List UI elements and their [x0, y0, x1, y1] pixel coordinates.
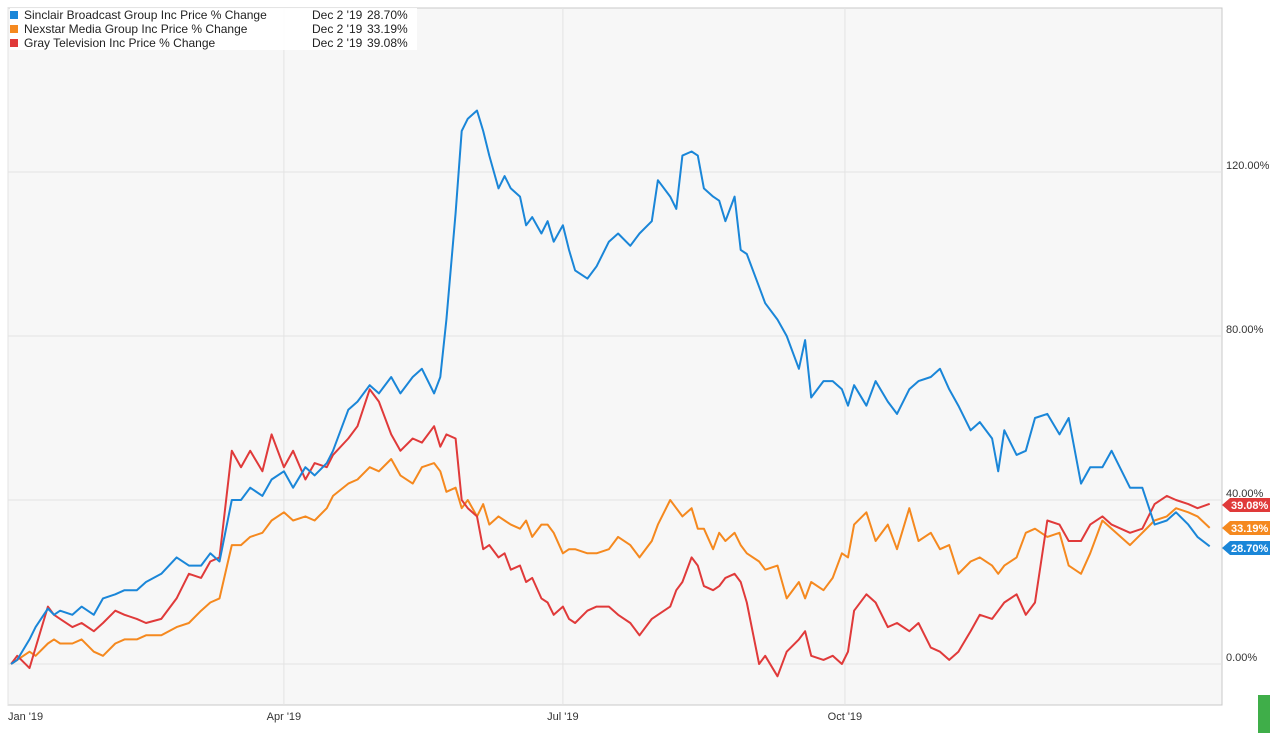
legend-row-nexstar[interactable]: Nexstar Media Group Inc Price % Change D…: [10, 22, 417, 36]
y-tick-label: 80.00%: [1226, 324, 1264, 336]
end-label-nexstar: 33.19%: [1222, 521, 1270, 535]
legend-row-sinclair[interactable]: Sinclair Broadcast Group Inc Price % Cha…: [10, 8, 417, 22]
end-label-bg: [1222, 541, 1270, 555]
legend-value: 39.08%: [367, 36, 408, 50]
end-label-text: 33.19%: [1231, 523, 1269, 535]
series-line-sinclair: [10, 109, 1211, 665]
y-tick-label: 40.00%: [1226, 488, 1264, 500]
legend-date: Dec 2 '19: [312, 36, 363, 50]
y-tick-label: 120.00%: [1226, 160, 1270, 172]
end-value-labels: 39.08% 33.19% 28.70%: [1222, 498, 1270, 555]
legend-date: Dec 2 '19: [312, 22, 363, 36]
legend-series-name: Sinclair Broadcast Group Inc Price % Cha…: [24, 8, 267, 22]
scroll-handle[interactable]: [1258, 695, 1270, 733]
y-tick-label: 0.00%: [1226, 652, 1257, 664]
legend-series-name: Gray Television Inc Price % Change: [24, 36, 216, 50]
series-line-gray: [10, 388, 1211, 678]
end-label-text: 28.70%: [1231, 543, 1269, 555]
series-line-nexstar: [10, 458, 1211, 665]
end-label-gray: 39.08%: [1222, 498, 1270, 512]
legend-swatch: [10, 11, 18, 19]
legend-value: 33.19%: [367, 22, 408, 36]
plot-background: [7, 7, 1223, 706]
x-tick-label: Jan '19: [8, 711, 43, 723]
y-axis-labels: 0.00% 40.00% 80.00% 120.00%: [1226, 160, 1270, 664]
legend-swatch: [10, 25, 18, 33]
gridlines: [7, 8, 1222, 705]
x-tick-label: Jul '19: [547, 711, 578, 723]
series-lines: [10, 109, 1211, 678]
legend-row-gray[interactable]: Gray Television Inc Price % Change Dec 2…: [10, 36, 417, 50]
end-label-bg: [1222, 521, 1270, 535]
legend-date: Dec 2 '19: [312, 8, 363, 22]
end-label-sinclair: 28.70%: [1222, 541, 1270, 555]
legend-swatch: [10, 39, 18, 47]
x-axis-labels: Jan '19 Apr '19 Jul '19 Oct '19: [8, 711, 862, 723]
legend-value: 28.70%: [367, 8, 408, 22]
x-tick-label: Oct '19: [828, 711, 863, 723]
legend: Sinclair Broadcast Group Inc Price % Cha…: [10, 8, 417, 50]
end-label-text: 39.08%: [1231, 500, 1269, 512]
legend-series-name: Nexstar Media Group Inc Price % Change: [24, 22, 248, 36]
end-label-bg: [1222, 498, 1270, 512]
x-tick-label: Apr '19: [267, 711, 302, 723]
